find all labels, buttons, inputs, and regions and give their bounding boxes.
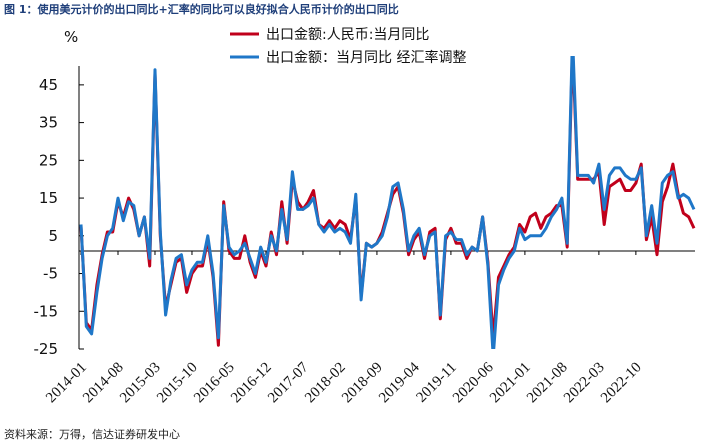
x-tick-label: 2016-05 <box>191 360 238 407</box>
x-tick-label: 2015-03 <box>117 360 164 407</box>
x-tick-label: 2014-01 <box>43 360 90 407</box>
chart-title: 图 1：使用美元计价的出口同比+汇率的同比可以良好拟合人民币计价的出口同比 <box>4 3 399 16</box>
series-layer <box>79 56 696 349</box>
y-axis-ticks: -25 -15 -5 5 15 25 35 45 <box>34 76 84 358</box>
y-tick-label: -5 <box>43 265 58 283</box>
legend-label-adjusted: 出口金额：当月同比 经汇率调整 <box>266 49 466 66</box>
y-tick-label: -15 <box>34 302 59 320</box>
x-tick-label: 2018-09 <box>339 360 386 407</box>
legend-label-rmb: 出口金额:人民币:当月同比 <box>266 27 429 43</box>
y-tick-label: -25 <box>34 340 59 358</box>
y-tick-label: 5 <box>48 227 58 245</box>
x-axis-ticks: 2014-012014-082015-032015-102016-052016-… <box>43 251 645 406</box>
series-line-fx-adjusted-export-yoy <box>79 56 696 349</box>
x-tick-label: 2015-10 <box>154 360 201 407</box>
source-note: 资料来源：万得，信达证券研发中心 <box>4 428 180 441</box>
y-tick-label: 45 <box>39 76 58 94</box>
x-tick-label: 2019-04 <box>376 359 423 406</box>
x-tick-label: 2018-02 <box>302 360 349 407</box>
y-tick-label: 25 <box>39 151 58 169</box>
y-axis-unit-label: % <box>64 28 78 46</box>
legend: 出口金额:人民币:当月同比 出口金额：当月同比 经汇率调整 <box>230 27 466 66</box>
x-tick-label: 2016-12 <box>228 360 275 407</box>
x-tick-label: 2021-01 <box>487 360 534 407</box>
x-tick-label: 2014-08 <box>80 360 127 407</box>
y-tick-label: 15 <box>39 189 58 207</box>
x-tick-label: 2021-08 <box>524 360 571 407</box>
x-tick-label: 2022-03 <box>561 360 608 407</box>
y-tick-label: 35 <box>39 114 58 132</box>
x-tick-label: 2022-10 <box>598 360 645 407</box>
